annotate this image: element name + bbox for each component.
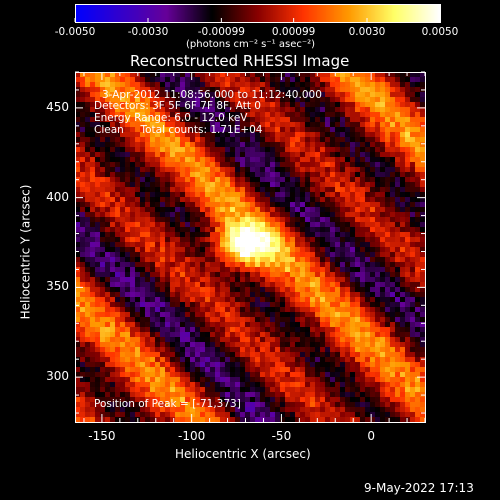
colorbar-tick-label: -0.0050 [54,26,96,38]
x-tick-label: -50 [271,429,292,443]
x-tick-label: -150 [88,429,116,443]
y-tick-label: 300 [46,369,69,384]
energy-range-label: Energy Range: 6.0 - 12.0 keV [94,112,248,124]
colorbar-tick-label: -0.0030 [127,26,169,38]
colorbar-units: (photons cm⁻² s⁻¹ asec⁻²) [186,39,316,50]
clean-counts-label: Clean Total counts: 1.71E+04 [94,124,263,136]
y-axis-label: Heliocentric Y (arcsec) [18,184,33,320]
timestamp: 9-May-2022 17:13 [364,481,474,495]
detectors-label: Detectors: 3F 5F 6F 7F 8F, Att 0 [94,100,261,112]
x-axis-label: Heliocentric X (arcsec) [175,447,311,461]
y-tick-label: 450 [46,99,69,114]
colorbar-tick-label: 0.00099 [271,26,316,38]
chart-title: Reconstructed RHESSI Image [130,52,350,70]
colorbar [75,4,440,22]
x-tick-label: 0 [367,429,375,443]
peak-position-label: Position of Peak = [-71,373] [94,398,241,410]
time-range-label: 3-Apr-2012 11:08:56.000 to 11:12:40.000 [102,89,322,101]
colorbar-tick-label: -0.00099 [197,26,245,38]
colorbar-tick-label: 0.0050 [421,26,459,38]
x-tick-label: -100 [178,429,206,443]
y-tick-label: 400 [46,189,69,204]
y-tick-label: 350 [46,279,69,294]
colorbar-tick-label: 0.0030 [348,26,386,38]
